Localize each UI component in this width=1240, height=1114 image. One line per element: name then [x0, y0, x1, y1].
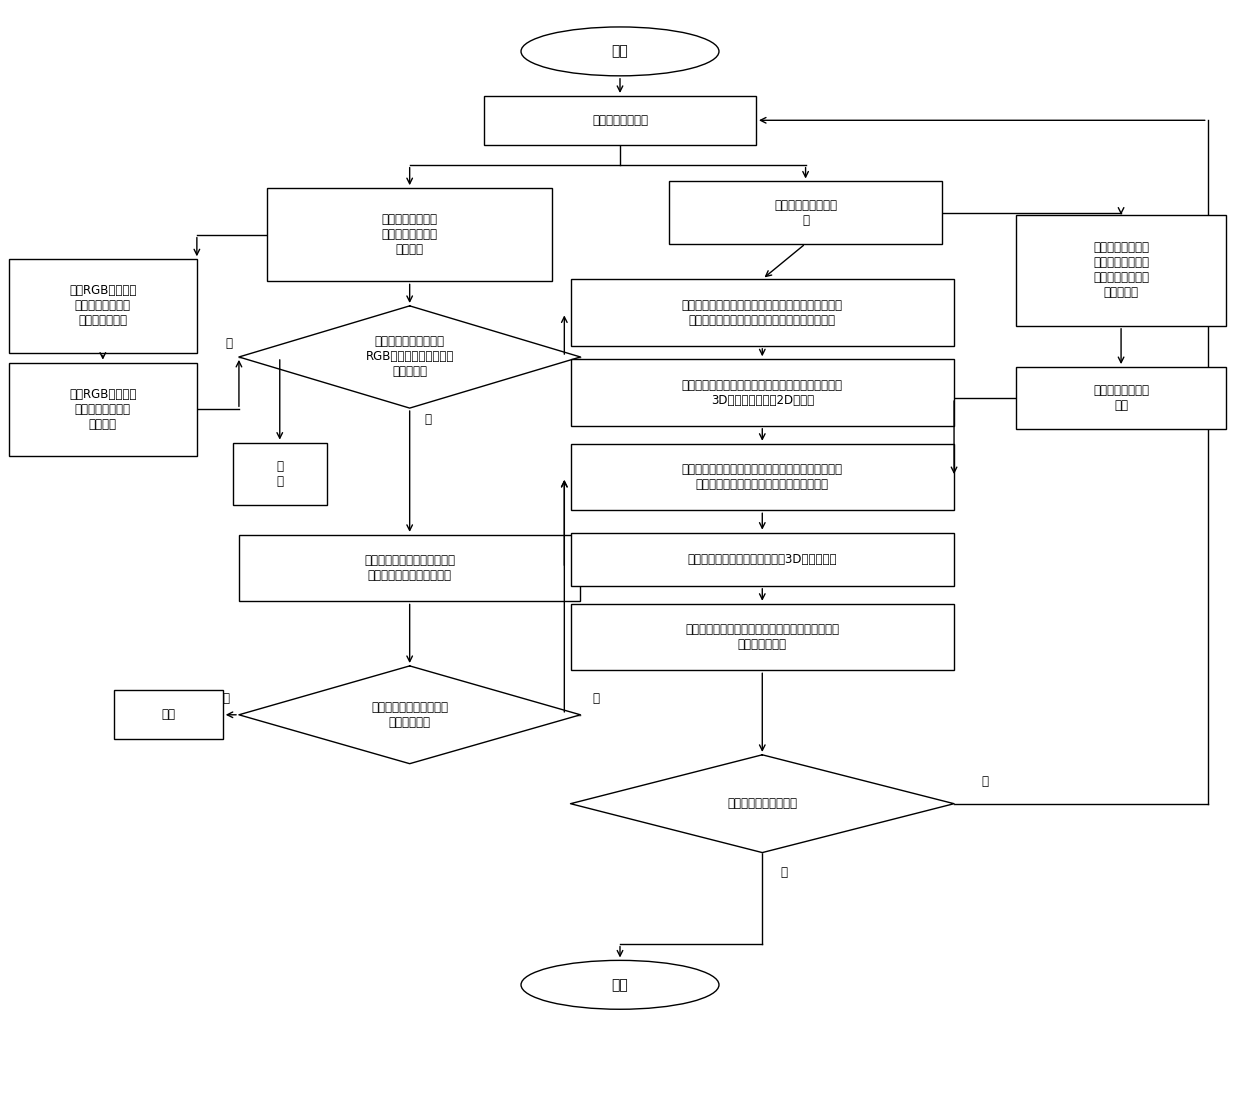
Bar: [239, 535, 580, 602]
Text: 标注RGB图像中的
纵向减速标线，获
取目标训练样本: 标注RGB图像中的 纵向减速标线，获 取目标训练样本: [69, 284, 136, 328]
Bar: [9, 362, 197, 456]
Text: 获取点云图像作为
标注样本，进行标
注得到立杆点云图
像分割样本: 获取点云图像作为 标注样本，进行标 注得到立杆点云图 像分割样本: [1094, 242, 1149, 300]
Bar: [570, 443, 954, 510]
Text: 丢弃: 丢弃: [161, 709, 175, 721]
Bar: [268, 188, 552, 282]
Text: 通过分割模型预测点云投影图像中的纵向减速标线轮
廓，通过一定方法提取纵向减速标线内侧线: 通过分割模型预测点云投影图像中的纵向减速标线轮 廓，通过一定方法提取纵向减速标线…: [682, 463, 843, 491]
Text: 否: 否: [222, 692, 229, 705]
Text: 将点云图像中内侧线坐标反算到3D激光点云中: 将点云图像中内侧线坐标反算到3D激光点云中: [687, 553, 837, 566]
Text: 否: 否: [981, 775, 988, 788]
Ellipse shape: [521, 960, 719, 1009]
Bar: [1016, 215, 1226, 326]
Bar: [114, 691, 223, 740]
Bar: [9, 260, 197, 352]
Bar: [570, 280, 954, 345]
Text: 通过检测模型粗略判断
RGB图像中是否有纵向减
速标线目标: 通过检测模型粗略判断 RGB图像中是否有纵向减 速标线目标: [366, 335, 454, 379]
Polygon shape: [570, 755, 954, 852]
Text: 训练RGB图像中的
纵向减速标线目标
检测模型: 训练RGB图像中的 纵向减速标线目标 检测模型: [69, 388, 136, 431]
Bar: [233, 442, 327, 505]
Bar: [484, 96, 756, 145]
Text: 开始: 开始: [611, 45, 629, 58]
Bar: [670, 182, 941, 244]
Text: 是: 是: [424, 412, 432, 426]
Polygon shape: [239, 666, 580, 764]
Bar: [570, 604, 954, 671]
Text: 取有目标的图像对应轨迹点前后一定距离的区域，沿
着道路轨迹线将激光点云切成固定长宽立体点云: 取有目标的图像对应轨迹点前后一定距离的区域，沿 着道路轨迹线将激光点云切成固定长…: [682, 299, 843, 326]
Text: 以俯视车道方向从上到下正设投影方向将固定长宽的
3D立体点云投影到2D平面上: 以俯视车道方向从上到下正设投影方向将固定长宽的 3D立体点云投影到2D平面上: [682, 379, 843, 407]
Ellipse shape: [521, 27, 719, 76]
Text: 是: 是: [781, 866, 787, 879]
Text: 结束: 结束: [611, 978, 629, 991]
Text: 丢
弃: 丢 弃: [277, 460, 283, 488]
Text: 处理获取激光点云数
据: 处理获取激光点云数 据: [774, 198, 837, 226]
Text: 处理获取激光点云
轨迹点对应的彩色
图片数据: 处理获取激光点云 轨迹点对应的彩色 图片数据: [382, 213, 438, 256]
Text: 对多个块间的纵向减速标线内侧左线、右线进行连
接、合并、过滤: 对多个块间的纵向减速标线内侧左线、右线进行连 接、合并、过滤: [686, 623, 839, 651]
Bar: [570, 359, 954, 426]
Text: 否: 否: [226, 338, 233, 350]
Text: 通过去重将相邻轨迹图片中同
一个纵向减速标线目标去掉: 通过去重将相邻轨迹图片中同 一个纵向减速标线目标去掉: [365, 554, 455, 583]
Text: 判断去重后的轨迹图片是
否有立杆目标: 判断去重后的轨迹图片是 否有立杆目标: [371, 701, 448, 729]
Bar: [570, 532, 954, 586]
Bar: [1016, 367, 1226, 429]
Text: 所有点云是否处理完毕: 所有点云是否处理完毕: [728, 798, 797, 810]
Polygon shape: [239, 306, 580, 408]
Text: 是: 是: [593, 692, 600, 705]
Text: 车载采集道路信息: 车载采集道路信息: [591, 114, 649, 127]
Text: 训练点云图像分割
模型: 训练点云图像分割 模型: [1094, 384, 1149, 412]
